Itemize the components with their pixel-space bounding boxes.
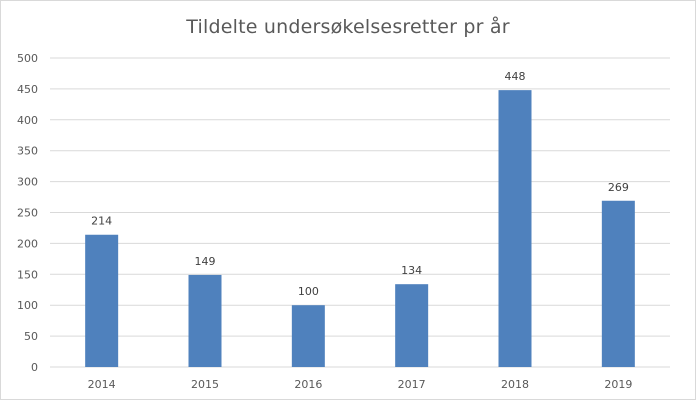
data-label-2014: 214 bbox=[91, 215, 112, 228]
y-tick-label: 400 bbox=[17, 114, 38, 127]
gridlines bbox=[50, 57, 670, 368]
data-label-2015: 149 bbox=[195, 255, 216, 268]
bar-2017 bbox=[395, 284, 429, 367]
x-tick-label-2018: 2018 bbox=[501, 378, 529, 391]
y-tick-label: 350 bbox=[17, 145, 38, 158]
y-tick-label: 100 bbox=[17, 299, 38, 312]
y-tick-label: 250 bbox=[17, 207, 38, 220]
x-tick-label-2016: 2016 bbox=[294, 378, 322, 391]
data-label-2018: 448 bbox=[505, 70, 526, 83]
y-axis: 0 50 100 150 200 250 300 350 400 450 500 bbox=[17, 52, 38, 374]
data-labels: 214 149 100 134 448 269 bbox=[91, 70, 629, 298]
data-label-2017: 134 bbox=[401, 264, 422, 277]
bar-2018 bbox=[498, 90, 532, 368]
x-tick-label-2019: 2019 bbox=[604, 378, 632, 391]
bar-2016 bbox=[291, 305, 325, 367]
y-tick-label: 0 bbox=[31, 361, 38, 374]
y-tick-label: 150 bbox=[17, 268, 38, 281]
data-label-2016: 100 bbox=[298, 285, 319, 298]
x-tick-label-2015: 2015 bbox=[191, 378, 219, 391]
y-tick-label: 450 bbox=[17, 83, 38, 96]
x-tick-label-2014: 2014 bbox=[88, 378, 116, 391]
y-tick-label: 500 bbox=[17, 52, 38, 65]
y-tick-label: 50 bbox=[24, 330, 38, 343]
bar-2019 bbox=[601, 200, 635, 367]
x-axis: 2014 2015 2016 2017 2018 2019 bbox=[88, 378, 633, 391]
x-tick-label-2017: 2017 bbox=[398, 378, 426, 391]
data-label-2019: 269 bbox=[608, 181, 629, 194]
bar-2014 bbox=[85, 234, 119, 367]
y-tick-label: 200 bbox=[17, 237, 38, 250]
chart-title: Tildelte undersøkelsesretter pr år bbox=[186, 16, 510, 38]
bar-2015 bbox=[188, 274, 222, 367]
y-tick-label: 300 bbox=[17, 176, 38, 189]
bars bbox=[85, 90, 635, 368]
